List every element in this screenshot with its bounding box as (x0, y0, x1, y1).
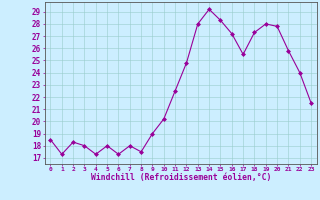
X-axis label: Windchill (Refroidissement éolien,°C): Windchill (Refroidissement éolien,°C) (91, 173, 271, 182)
